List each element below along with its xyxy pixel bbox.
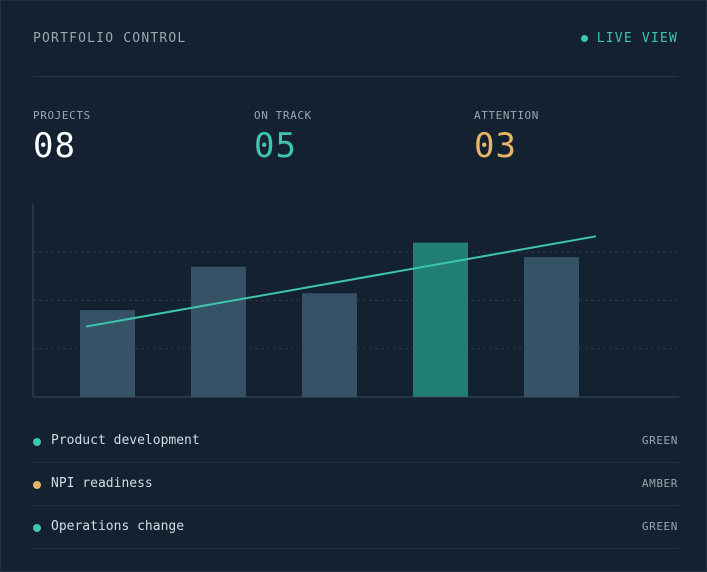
list-item-npi-readiness[interactable]: NPI readiness AMBER [33, 463, 678, 506]
panel-header: PORTFOLIO CONTROL LIVE VIEW [33, 31, 678, 49]
live-view-label: LIVE VIEW [596, 31, 678, 46]
project-name: Product development [51, 433, 200, 448]
live-view-indicator[interactable]: LIVE VIEW [580, 31, 678, 46]
list-item-product-development[interactable]: Product development GREEN [33, 420, 678, 463]
stat-on-track-value: 05 [254, 126, 297, 166]
project-list: Product development GREEN NPI readiness … [33, 420, 678, 549]
header-divider [33, 76, 678, 77]
chart-bar [413, 242, 468, 397]
stat-on-track: ON TRACK 05 [254, 109, 312, 164]
chart-bar [191, 266, 246, 397]
list-item-operations-change[interactable]: Operations change GREEN [33, 506, 678, 549]
project-status-badge: GREEN [641, 520, 678, 533]
project-status-badge: AMBER [641, 477, 678, 490]
status-dot-icon [33, 481, 41, 489]
project-name: Operations change [51, 519, 185, 534]
portfolio-chart [32, 204, 679, 398]
chart-trend-line [85, 235, 597, 328]
chart-bar [302, 293, 357, 397]
stat-attention-value: 03 [474, 126, 517, 166]
stat-projects-label: PROJECTS [33, 109, 91, 122]
project-status-badge: GREEN [641, 434, 678, 447]
panel-title: PORTFOLIO CONTROL [33, 31, 187, 46]
stat-projects-value: 08 [33, 126, 76, 166]
status-dot-icon [33, 524, 41, 532]
chart-bars [80, 242, 579, 397]
stat-projects: PROJECTS 08 [33, 109, 91, 164]
project-name: NPI readiness [51, 476, 153, 491]
chart-bar [524, 257, 579, 397]
stat-on-track-label: ON TRACK [254, 109, 312, 122]
live-status-dot-icon [580, 35, 588, 42]
stat-attention-label: ATTENTION [474, 109, 540, 122]
status-dot-icon [33, 438, 41, 446]
chart-bar [80, 310, 135, 397]
stat-attention: ATTENTION 03 [474, 109, 539, 164]
